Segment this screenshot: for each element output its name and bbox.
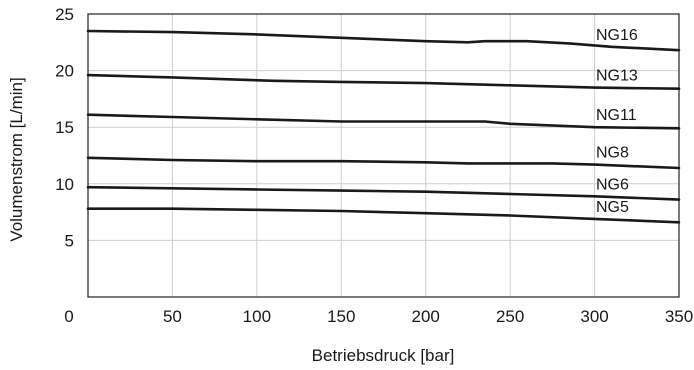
x-tick-label: 250 — [496, 307, 524, 326]
x-tick-label: 150 — [327, 307, 355, 326]
y-axis-ticks: 5 10 15 20 25 — [55, 5, 74, 250]
series-line-ng6 — [86, 185, 681, 201]
series-line-ng13 — [86, 73, 681, 90]
x-tick-label: 0 — [64, 307, 73, 326]
y-tick-label: 20 — [55, 62, 74, 81]
y-tick-label: 5 — [65, 231, 74, 250]
series-label-ng5: NG5 — [596, 199, 629, 216]
grid-lines — [88, 14, 679, 297]
series-label-ng13: NG13 — [596, 68, 638, 85]
series-label-ng16: NG16 — [596, 27, 638, 44]
series-label-ng8: NG8 — [596, 145, 629, 162]
x-tick-label: 50 — [163, 307, 182, 326]
y-tick-label: 10 — [55, 175, 74, 194]
x-axis-title: Betriebsdruck [bar] — [312, 346, 455, 365]
x-tick-label: 100 — [243, 307, 271, 326]
x-axis-ticks: 0 50 100 150 200 250 300 350 — [64, 307, 693, 326]
series-lines — [86, 29, 681, 224]
series-line-ng11 — [86, 113, 681, 130]
x-tick-label: 300 — [580, 307, 608, 326]
series-line-ng16 — [86, 29, 681, 52]
series-label-ng11: NG11 — [596, 107, 637, 124]
y-tick-label: 25 — [55, 5, 74, 24]
x-tick-label: 350 — [665, 307, 693, 326]
series-labels: NG16 NG13 NG11 NG8 NG6 NG5 — [596, 27, 638, 216]
y-axis-title: Volumenstrom [L/min] — [7, 77, 26, 241]
series-label-ng6: NG6 — [596, 176, 629, 193]
x-tick-label: 200 — [412, 307, 440, 326]
series-line-ng5 — [86, 207, 681, 224]
plot-area-frame — [87, 13, 680, 298]
series-line-ng8 — [86, 156, 681, 170]
y-tick-label: 15 — [55, 118, 74, 137]
